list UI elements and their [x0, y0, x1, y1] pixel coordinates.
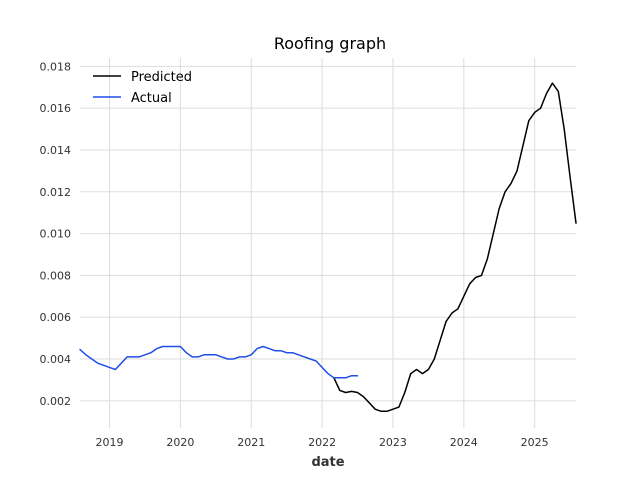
y-axis-ticks: 0.002 0.004 0.006 0.008 0.010 0.012 0.014 0.016… [40, 60, 72, 407]
y-tick-label: 0.016 [40, 102, 72, 115]
y-tick-label: 0.004 [40, 353, 72, 366]
x-tick-label: 2021 [237, 436, 265, 449]
y-tick-label: 0.002 [40, 395, 72, 408]
legend-label-predicted: Predicted [131, 70, 192, 85]
y-tick-label: 0.010 [40, 228, 72, 241]
x-tick-label: 2025 [521, 436, 549, 449]
x-axis-ticks: 2019 2020 2021 2022 2023 2024 2025 [96, 436, 549, 449]
legend: Predicted Actual [93, 70, 192, 106]
y-tick-label: 0.006 [40, 311, 72, 324]
x-tick-label: 2020 [166, 436, 194, 449]
grid [80, 58, 576, 428]
series-line-predicted [333, 82, 577, 413]
y-tick-label: 0.014 [40, 144, 72, 157]
x-tick-label: 2019 [96, 436, 124, 449]
series-line-actual [79, 345, 359, 379]
legend-label-actual: Actual [131, 91, 172, 106]
x-tick-label: 2024 [450, 436, 478, 449]
y-tick-label: 0.012 [40, 186, 72, 199]
y-tick-label: 0.018 [40, 60, 72, 73]
x-axis-label: date [311, 455, 344, 470]
x-tick-label: 2023 [379, 436, 407, 449]
y-tick-label: 0.008 [40, 269, 72, 282]
series-lines [79, 82, 577, 413]
chart-title: Roofing graph [274, 34, 386, 53]
x-tick-label: 2022 [308, 436, 336, 449]
